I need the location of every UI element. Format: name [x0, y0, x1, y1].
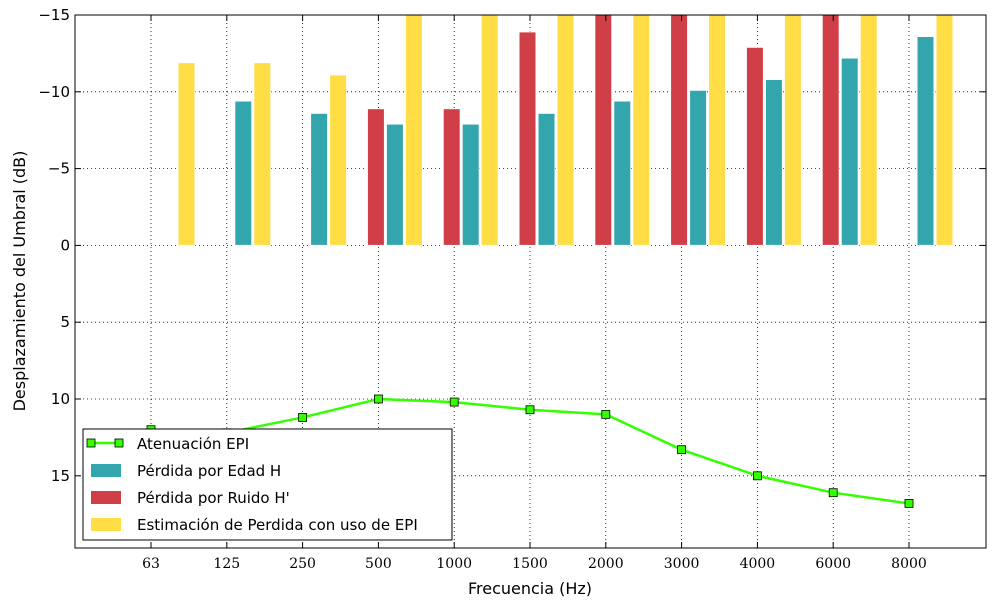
legend-frame	[82, 428, 453, 541]
legend-swatch	[91, 491, 121, 504]
y-tick-label: −5	[48, 160, 70, 178]
legend-swatch	[91, 518, 121, 531]
line-point	[525, 405, 535, 415]
y-tick-label: 10	[51, 390, 70, 408]
line-point	[904, 499, 914, 508]
bar-ruido	[745, 46, 764, 246]
y-tick-label: 0	[60, 236, 70, 254]
line-point	[828, 488, 838, 498]
bar-estimacion	[783, 14, 802, 246]
bar-estimacion	[708, 14, 727, 246]
x-tick-label: 4000	[740, 556, 776, 572]
y-axis-label: Desplazamiento del Umbral (dB)	[10, 151, 29, 412]
y-tick-label: −10	[38, 83, 70, 101]
line-point	[449, 397, 459, 407]
y-tick-label: 15	[51, 467, 70, 485]
bar-edad	[613, 100, 632, 246]
line-point	[677, 445, 686, 455]
bar-estimacion	[480, 14, 499, 246]
legend-label: Pérdida por Edad H	[137, 462, 281, 480]
bar-ruido	[366, 108, 385, 246]
y-tick-label: 5	[60, 313, 70, 331]
bar-estimacion	[177, 62, 196, 246]
x-tick-label: 1000	[436, 556, 472, 572]
bar-ruido	[518, 31, 537, 246]
bar-edad	[234, 100, 253, 246]
x-tick-label: 8000	[891, 556, 927, 572]
bar-series-group	[177, 14, 954, 246]
x-tick-label: 250	[289, 556, 316, 572]
legend: Atenuación EPI Pérdida por Edad H Pérdida …	[82, 428, 453, 541]
bar-edad	[764, 79, 783, 246]
bar-edad	[461, 123, 480, 246]
bar-edad	[310, 112, 329, 246]
x-tick-label: 1500	[512, 556, 548, 572]
legend-label: Estimación de Perdida con uso de EPI	[137, 516, 418, 534]
bar-ruido	[442, 108, 461, 246]
bar-ruido	[670, 14, 689, 246]
bar-estimacion	[329, 74, 348, 246]
bar-estimacion	[556, 14, 575, 246]
x-tick-label: 3000	[664, 556, 700, 572]
bar-edad	[537, 112, 556, 246]
line-point	[601, 409, 611, 419]
line-point	[753, 471, 762, 481]
bar-edad	[689, 89, 708, 246]
bar-edad	[840, 57, 859, 246]
bar-estimacion	[404, 14, 423, 246]
x-axis-label: Frecuencia (Hz)	[468, 579, 592, 598]
x-tick-label: 6000	[815, 556, 851, 572]
bar-estimacion	[935, 14, 954, 246]
line-point	[373, 394, 383, 404]
bar-estimacion	[859, 14, 878, 246]
x-tick-label: 2000	[588, 556, 624, 572]
legend-swatch	[91, 464, 121, 477]
bar-ruido	[594, 14, 613, 246]
legend-label: Atenuación EPI	[137, 435, 249, 453]
x-tick-label: 63	[142, 556, 160, 572]
y-tick-label: −15	[38, 6, 70, 24]
axis-ticks: −15 −10 −5 0 5 10 15 63 125 250 500 1000 1500 2000 300…	[38, 6, 986, 572]
legend-label: Pérdida por Ruido H'	[137, 489, 290, 507]
bar-ruido	[821, 14, 840, 246]
line-point	[298, 413, 308, 422]
bar-estimacion	[632, 14, 651, 246]
legend-marker	[86, 438, 96, 448]
legend-marker	[114, 438, 124, 448]
bar-edad	[916, 36, 935, 246]
bar-estimacion	[253, 62, 272, 246]
x-tick-label: 125	[213, 556, 240, 572]
x-tick-label: 500	[365, 556, 392, 572]
bar-edad	[385, 123, 404, 246]
